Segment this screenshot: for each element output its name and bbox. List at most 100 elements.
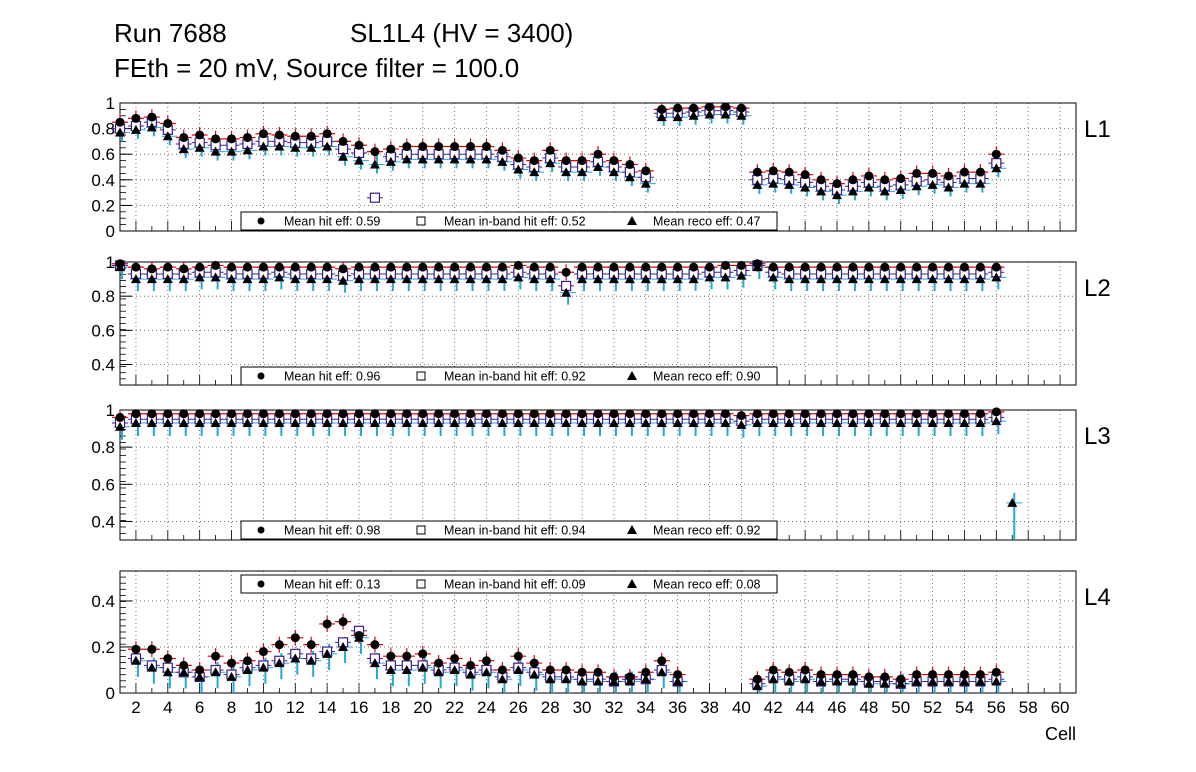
hit-point xyxy=(880,409,890,419)
hit-point xyxy=(402,651,412,661)
legend-inband-marker xyxy=(416,371,426,381)
reco-point xyxy=(688,274,699,284)
hit-point xyxy=(800,665,810,675)
hit-point xyxy=(864,409,874,419)
x-tick-label: 26 xyxy=(509,698,528,717)
legend-reco-marker xyxy=(627,579,637,588)
hit-point xyxy=(418,262,428,272)
legend-reco-marker xyxy=(627,216,637,225)
reco-point xyxy=(322,274,333,284)
hit-point xyxy=(928,409,938,419)
chamber-label: SL1L4 (HV = 3400) xyxy=(350,18,573,48)
hit-point xyxy=(705,409,715,419)
hit-point xyxy=(912,168,922,178)
reco-point xyxy=(146,274,157,284)
hit-point xyxy=(131,262,141,272)
reco-point xyxy=(736,270,747,280)
hit-point xyxy=(577,262,587,272)
hit-point xyxy=(290,633,300,643)
hit-point xyxy=(195,409,205,419)
reco-point xyxy=(688,110,699,120)
reco-point xyxy=(242,418,253,427)
hit-point xyxy=(975,262,985,272)
legend-inband-marker xyxy=(416,579,426,589)
hit-point xyxy=(227,409,237,419)
reco-point xyxy=(577,676,588,686)
x-tick-label: 18 xyxy=(381,698,400,717)
hit-point xyxy=(705,102,715,112)
hit-point xyxy=(577,156,587,166)
reco-point xyxy=(656,112,667,122)
reco-point xyxy=(274,418,285,427)
reco-point xyxy=(943,182,954,192)
reco-point xyxy=(895,418,906,427)
hit-point xyxy=(450,653,460,663)
hit-point xyxy=(147,264,157,274)
hit-point xyxy=(481,262,491,272)
reco-point xyxy=(274,141,285,151)
hit-point xyxy=(258,262,268,272)
hit-point xyxy=(975,670,985,680)
hit-point xyxy=(609,409,619,419)
reco-point xyxy=(975,676,986,686)
hit-point xyxy=(593,262,603,272)
hit-point xyxy=(657,104,667,114)
y-tick-label: 0.4 xyxy=(91,512,115,531)
y-tick-label: 1 xyxy=(106,94,115,113)
reco-point xyxy=(863,182,874,192)
x-axis-label: Cell xyxy=(1045,724,1076,744)
hit-point xyxy=(736,411,746,421)
reco-point xyxy=(178,418,189,427)
x-tick-label: 12 xyxy=(286,698,305,717)
reco-point xyxy=(449,418,460,427)
settings-label: FEth = 20 mV, Source filter = 100.0 xyxy=(114,53,519,83)
reco-point xyxy=(561,674,572,684)
inband-point xyxy=(369,192,381,203)
hit-point xyxy=(386,144,396,154)
hit-point xyxy=(274,640,284,650)
reco-point xyxy=(385,156,396,166)
hit-point xyxy=(689,409,699,419)
hit-point xyxy=(434,658,444,668)
reco-point xyxy=(672,676,683,686)
reco-point xyxy=(210,146,221,156)
legend-inband-label: Mean in-band hit eff: 0.92 xyxy=(444,370,586,384)
reco-point xyxy=(593,274,603,284)
hit-point xyxy=(912,670,922,680)
y-tick-label: 0.4 xyxy=(91,356,115,375)
legend-box xyxy=(240,574,778,594)
hit-point xyxy=(784,167,794,177)
reco-point xyxy=(847,676,858,686)
x-tick-label: 42 xyxy=(764,698,783,717)
reco-point xyxy=(911,274,922,284)
hit-point xyxy=(561,665,571,675)
reco-point xyxy=(338,641,349,651)
reco-point xyxy=(672,274,683,284)
reco-point xyxy=(1007,497,1018,507)
reco-point xyxy=(816,676,827,686)
hit-point xyxy=(689,262,699,272)
hit-point xyxy=(513,409,523,419)
reco-point xyxy=(784,274,795,284)
reco-point xyxy=(401,274,412,284)
reco-point xyxy=(736,419,747,429)
hit-point xyxy=(657,409,667,419)
x-tick-label: 30 xyxy=(573,698,592,717)
reco-point xyxy=(656,274,667,284)
hit-point xyxy=(561,156,571,166)
legend-hit-label: Mean hit eff: 0.59 xyxy=(284,215,380,229)
hit-point xyxy=(211,260,221,270)
y-tick-label: 0.6 xyxy=(91,321,115,340)
hit-point xyxy=(657,262,667,272)
hit-point xyxy=(545,409,555,419)
hit-point xyxy=(736,260,746,270)
hit-point xyxy=(195,665,205,675)
reco-point xyxy=(816,274,827,284)
reco-point xyxy=(290,653,301,663)
reco-point xyxy=(832,274,842,284)
hit-point xyxy=(991,262,1001,272)
legend-inband-label: Mean in-band hit eff: 0.52 xyxy=(444,215,586,229)
hit-point xyxy=(768,409,778,419)
hit-point xyxy=(354,409,364,419)
hit-point xyxy=(529,262,539,272)
